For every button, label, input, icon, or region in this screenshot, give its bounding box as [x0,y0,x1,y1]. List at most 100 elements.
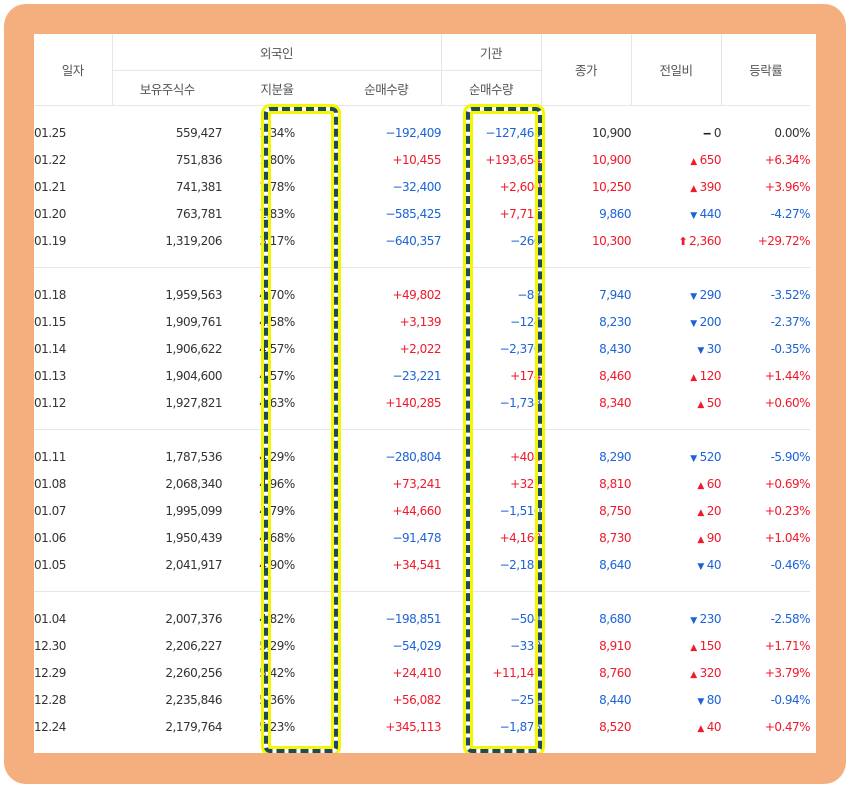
change-value: 290 [699,287,722,302]
table-row: 01.12 1,927,821 4.63% +140,285 −1,738 8,340 ▲ 5… [34,389,811,430]
close-cell: 9,860 [599,206,632,221]
share-cell: 5.36% [259,692,295,707]
table-row: 12.30 2,206,227 5.29% −54,029 −333 8,910 ▲ 150 +… [34,632,811,659]
upper-limit-arrow-icon: ⬆ [678,234,688,248]
table-row: 01.20 763,781 1.83% −585,425 +7,715 9,860 ▼ 440… [34,200,811,227]
header-institution: 기관 [440,34,542,71]
date-cell: 01.11 [34,449,66,464]
close-cell: 8,760 [599,665,632,680]
change-cell: ▼ 200 [631,308,721,335]
change-value: 520 [699,449,722,464]
share-cell: 1.34% [259,125,295,140]
up-triangle-icon: ▲ [697,723,704,734]
date-cell: 01.15 [34,314,66,329]
close-cell: 8,340 [541,389,632,430]
date-cell: 12.30 [34,638,66,653]
change-cell: ▲ 150 [631,632,721,659]
down-triangle-icon: ▼ [697,561,704,572]
foreign-net-cell: −280,804 [385,449,442,464]
rate-cell: -0.94% [770,692,811,707]
foreign-net-cell: −585,425 [385,206,442,221]
rate-cell: +1.71% [764,638,811,653]
down-triangle-icon: ▼ [690,318,697,329]
foreign-net-cell: +73,241 [392,476,442,491]
inst-net-cell: −260 [441,227,542,268]
date-cell: 01.05 [34,551,112,592]
change-value: 650 [699,152,722,167]
rate-cell: -0.35% [770,341,811,356]
change-cell: ▲ 50 [631,389,722,430]
share-cell: 4.58% [259,314,295,329]
date-cell: 01.20 [34,206,66,221]
inst-net-cell: +174 [510,368,542,383]
inst-net-cell: −1,875 [499,719,542,734]
inst-net-cell: +2,600 [499,179,542,194]
inst-net-cell: −251 [510,692,542,707]
share-cell: 1.78% [259,179,295,194]
change-cell: ▼ 80 [631,686,721,713]
table-row: 12.28 2,235,846 5.36% +56,082 −251 8,440 ▼ 80 -0… [34,686,811,713]
date-cell: 01.19 [34,227,112,268]
inst-net-cell: −2,181 [441,551,542,592]
table-row: 01.06 1,950,439 4.68% −91,478 +4,160 8,730 ▲ 90… [34,524,811,551]
foreign-net-cell: +24,410 [392,665,442,680]
change-value: 390 [699,179,722,194]
inst-net-cell: +7,715 [499,206,542,221]
rate-cell: +1.04% [764,530,811,545]
rate-cell: -3.52% [770,287,811,302]
header-rate: 등락률 [720,34,811,106]
share-cell: 4.79% [259,503,295,518]
table-body: 01.25 559,427 1.34% −192,409 −127,465 10,900 ‒… [34,106,811,754]
foreign-net-cell: −640,357 [332,227,442,268]
inst-net-cell: +327 [510,476,542,491]
holdings-cell: 1,995,099 [165,503,222,518]
foreign-net-cell: −192,409 [385,125,442,140]
change-value: 60 [706,476,722,491]
foreign-net-cell: +345,113 [385,719,442,734]
change-cell: ▲ 650 [631,146,721,173]
change-value: 80 [706,692,722,707]
table-row: 01.13 1,904,600 4.57% −23,221 +174 8,460 ▲ 120 +… [34,362,811,389]
share-cell: 4.57% [259,368,295,383]
share-cell: 4.90% [222,551,332,592]
flat-dash-icon: ‒ [703,125,711,140]
share-cell: 4.63% [222,389,332,430]
change-cell: ▲ 40 [631,713,721,753]
rate-cell: +0.60% [721,389,811,430]
change-value: 440 [699,206,722,221]
change-cell: ▲ 60 [631,470,721,497]
close-cell: 8,730 [599,530,632,545]
inst-net-cell: +11,147 [492,665,542,680]
investor-trading-table: 일자 외국인 기관 종가 전일비 등락률 보유주식수 지분율 순매수량 순매수량… [34,34,811,754]
change-value: 90 [706,530,722,545]
foreign-net-cell: −32,400 [392,179,442,194]
close-cell: 10,250 [592,179,632,194]
change-cell: ▼ 30 [631,335,721,362]
inst-net-cell: +408 [510,449,542,464]
up-triangle-icon: ▲ [697,480,704,491]
table-row: 01.19 1,319,206 3.17% −640,357 −260 10,300 ⬆ 2,… [34,227,811,268]
table-row: 01.11 1,787,536 4.29% −280,804 +408 8,290 ▼ 520… [34,430,811,471]
inst-net-cell: +193,654 [485,152,542,167]
change-value: 320 [699,665,722,680]
change-cell: ⬆ 2,360 [631,227,722,268]
rate-cell: -0.46% [721,551,811,592]
change-cell: ▲ 320 [631,659,721,686]
date-cell: 01.25 [34,125,66,140]
inst-net-cell: −1,738 [441,389,542,430]
close-cell: 8,810 [599,476,632,491]
table-row: 01.25 559,427 1.34% −192,409 −127,465 10,900 ‒… [34,106,811,147]
holdings-cell: 1,927,821 [112,389,223,430]
header-holdings: 보유주식수 [111,70,222,106]
date-cell: 01.21 [34,179,66,194]
close-cell: 8,640 [541,551,632,592]
date-cell: 01.07 [34,503,66,518]
close-cell: 7,940 [599,287,632,302]
share-cell: 4.70% [259,287,295,302]
inst-net-cell: +4,160 [499,530,542,545]
up-triangle-icon: ▲ [697,399,704,410]
change-value: 230 [699,611,722,626]
change-value: 20 [706,503,722,518]
foreign-net-cell: +49,802 [392,287,442,302]
header-date: 일자 [34,34,112,106]
